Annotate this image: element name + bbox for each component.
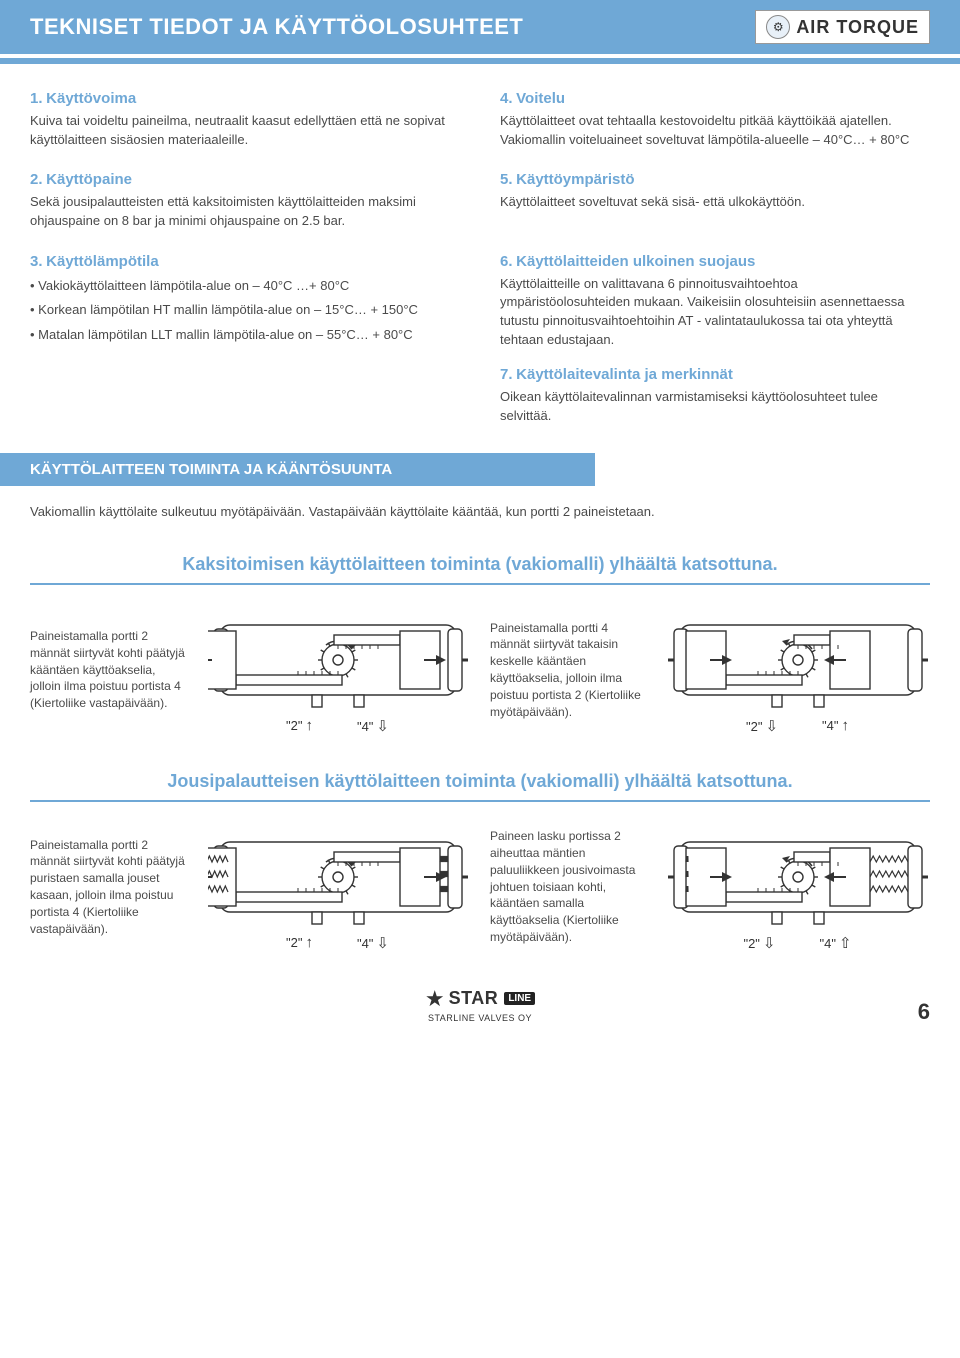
spec-item-6-7: 6. Käyttölaitteiden ulkoinen suojaus Käy… [500,251,930,426]
spec-body: Käyttölaitteet ovat tehtaalla kestovoide… [500,112,930,150]
operation-title-double: Kaksitoimisen käyttölaitteen toiminta (v… [0,540,960,583]
actuator-svg [208,605,468,715]
torque-icon: ⚙ [766,15,790,39]
actuator-svg [208,822,468,932]
port-2-label: "2" [286,717,313,734]
port-2-label: "2" [746,717,778,735]
operation-desc: Paineistamalla portti 4 männät siirtyvät… [490,620,645,721]
actuator-svg [668,605,928,715]
spec-number: 5. [500,171,513,188]
spec-title: Käyttölämpötila [46,253,159,270]
spec-item-2: 2. Käyttöpaine Sekä jousipalautteisten e… [30,169,460,230]
section-divider [30,800,930,802]
section-divider [30,583,930,585]
operation-desc: Paineistamalla portti 2 männät siirtyvät… [30,628,185,712]
operation-desc: Paineen lasku portissa 2 aiheuttaa mänti… [490,828,645,946]
operation-section-header: KÄYTTÖLAITTEEN TOIMINTA JA KÄÄNTÖSUUNTA [0,453,595,486]
port-labels: "2" "4" [743,934,851,952]
spec-number: 2. [30,171,43,188]
spec-number: 7. [500,366,513,383]
spec-number: 3. [30,253,43,270]
spec-bullet: • Vakiokäyttölaitteen lämpötila-alue on … [30,277,460,296]
spec-title: Käyttölaitteiden ulkoinen suojaus [516,253,755,270]
actuator-diagram-double-cw: "2" "4" [665,605,930,735]
specs-grid: 1. Käyttövoima Kuiva tai voideltu painei… [0,64,960,435]
spec-body: Käyttölaitteet soveltuvat sekä sisä- ett… [500,193,930,212]
port-labels: "2" "4" [746,717,849,735]
spec-body: • Vakiokäyttölaitteen lämpötila-alue on … [30,277,460,346]
spec-item-3: 3. Käyttölämpötila • Vakiokäyttölaitteen… [30,251,460,426]
spec-body: Kuiva tai voideltu paineilma, neutraalit… [30,112,460,150]
operation-title-spring: Jousipalautteisen käyttölaitteen toimint… [0,757,960,800]
actuator-svg [668,822,928,932]
port-4-label: "4" [820,934,852,952]
spec-item-1: 1. Käyttövoima Kuiva tai voideltu painei… [30,88,460,149]
brand-logo: ⚙ AIR TORQUE [755,10,930,44]
actuator-diagram-spring-cw: "2" "4" [665,822,930,952]
spec-number: 1. [30,90,43,107]
spec-bullet: • Korkean lämpötilan HT mallin lämpötila… [30,301,460,320]
spec-body: Käyttölaitteille on valittavana 6 pinnoi… [500,275,930,350]
operation-desc: Paineistamalla portti 2 männät siirtyvät… [30,837,185,938]
spec-title: Voitelu [516,90,565,107]
page-header: TEKNISET TIEDOT JA KÄYTTÖOLOSUHTEET ⚙ AI… [0,0,960,54]
port-4-label: "4" [357,934,389,952]
operation-intro: Vakiomallin käyttölaite sulkeutuu myötäp… [0,502,960,540]
port-2-label: "2" [743,934,775,952]
spec-number: 6. [500,253,513,270]
spec-title: Käyttövoima [46,90,136,107]
spec-title: Käyttöympäristö [516,171,634,188]
spec-number: 4. [500,90,513,107]
spec-body: Sekä jousipalautteisten että kaksitoimis… [30,193,460,231]
spec-item-4: 4. Voitelu Käyttölaitteet ovat tehtaalla… [500,88,930,149]
actuator-diagram-spring-ccw: "2" "4" [205,822,470,952]
operation-row-spring: Paineistamalla portti 2 männät siirtyvät… [0,822,960,974]
spec-body: Oikean käyttölaitevalinnan varmistamisek… [500,388,930,426]
port-4-label: "4" [822,717,849,734]
spec-title: Käyttöpaine [46,171,132,188]
spec-bullet: • Matalan lämpötilan LLT mallin lämpötil… [30,326,460,345]
page-title: TEKNISET TIEDOT JA KÄYTTÖOLOSUHTEET [30,14,523,40]
spec-title: Käyttölaitevalinta ja merkinnät [516,366,733,383]
port-labels: "2" "4" [286,717,389,735]
port-labels: "2" "4" [286,934,389,952]
actuator-diagram-double-ccw: "2" "4" [205,605,470,735]
operation-row-double: Paineistamalla portti 2 männät siirtyvät… [0,605,960,757]
page-number: 6 [0,999,960,1037]
port-4-label: "4" [357,717,389,735]
brand-logo-text: AIR TORQUE [796,17,919,38]
spec-item-5: 5. Käyttöympäristö Käyttölaitteet sovelt… [500,169,930,230]
port-2-label: "2" [286,934,313,951]
